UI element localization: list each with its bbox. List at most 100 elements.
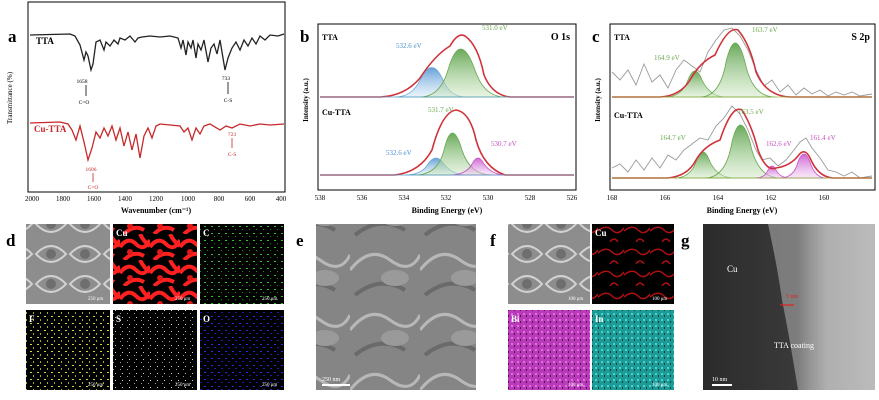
o1s-tick: 536 <box>357 194 368 202</box>
ftir-tick: 2000 <box>25 195 40 203</box>
eds-f-scale: 100 μm <box>568 383 583 388</box>
panel-f: f Cu Bi In 100 μm 100 μm 100 μm 100 μm <box>490 224 674 390</box>
panel-b-xlabel: Binding Energy (eV) <box>412 206 483 215</box>
tem-g-scale: 10 nm <box>712 377 728 383</box>
eds-label-s: S <box>116 314 121 324</box>
eds-f-scale: 100 μm <box>568 297 583 302</box>
panel-b: b Intensity (a.u.) O 1s TTA 532.6 eV 531… <box>300 23 578 215</box>
tem-g-coating-region <box>768 224 875 390</box>
s2p-cutta-envelope <box>612 108 872 179</box>
o1s-tick: 534 <box>399 194 410 202</box>
panel-d-labels: Cu C F S O <box>29 228 210 324</box>
panel-c-xlabel: Binding Energy (eV) <box>707 206 778 215</box>
o1s-tick: 526 <box>567 194 578 202</box>
eds-d-o-map <box>200 310 284 390</box>
s2p-label-tta: TTA <box>614 33 630 42</box>
eds-f-bi-map <box>508 310 590 390</box>
eds-label-c: C <box>203 228 210 238</box>
panel-letter-g: g <box>681 231 690 250</box>
s2p-tick: 168 <box>607 194 618 202</box>
s2p-cutta-peak-label-1: 164.7 eV <box>660 134 686 142</box>
ftir-tick: 400 <box>276 195 287 203</box>
s2p-cutta-peak-163-5 <box>704 124 781 179</box>
eds-scale: 250 μm <box>175 297 190 302</box>
panel-c-title: S 2p <box>851 32 870 43</box>
eds-scale: 250 μm <box>262 383 277 388</box>
eds-scale: 250 μm <box>88 383 103 388</box>
eds-scale: 250 μm <box>175 383 190 388</box>
panel-b-title: O 1s <box>551 32 570 43</box>
panel-c-ticks: 168 166 164 162 160 <box>607 194 830 202</box>
panel-letter-a: a <box>8 27 17 46</box>
ftir-annot-co-1: C=O <box>79 100 90 106</box>
tem-g-scalebar <box>712 384 732 386</box>
eds-label-f: F <box>29 314 35 324</box>
tta-ftir-line <box>29 33 285 73</box>
ftir-tick: 600 <box>245 195 256 203</box>
s2p-cutta-peak-label-4: 161.4 eV <box>810 134 836 142</box>
panel-letter-e: e <box>296 231 304 250</box>
sem-e-scale: 250 nm <box>322 377 341 383</box>
sem-e-scalebar <box>322 384 350 386</box>
eds-d-s-map <box>113 310 197 390</box>
o1s-label-cu-tta: Cu-TTA <box>322 108 351 117</box>
s2p-cutta-peak-162-6 <box>754 165 791 179</box>
eds-f-in-map <box>592 310 674 390</box>
s2p-tick: 162 <box>766 194 777 202</box>
eds-d-f-map <box>26 310 110 390</box>
panel-c-frame <box>609 23 876 191</box>
eds-f-cu-map <box>592 224 674 304</box>
s2p-tick: 166 <box>660 194 671 202</box>
ftir-tick: 1200 <box>149 195 164 203</box>
panel-a-ticks: 2000 1800 1600 1400 1200 1000 800 600 40… <box>25 195 287 203</box>
cu-tta-ftir-line <box>29 121 285 163</box>
panel-c-ylabel: Intensity (a.u.) <box>594 77 602 121</box>
s2p-cutta-raw <box>611 105 873 179</box>
ftir-tick: 1000 <box>181 195 196 203</box>
panel-f-labels: Cu Bi In <box>511 228 607 324</box>
s2p-tta-envelope <box>612 28 872 98</box>
ftir-tick: 1600 <box>87 195 102 203</box>
o1s-cutta-peak-530-7 <box>449 157 507 176</box>
ftir-annot-1606: 1606 <box>86 167 97 173</box>
ftir-tick: 1400 <box>118 195 133 203</box>
o1s-tick: 538 <box>315 194 326 202</box>
eds-label-cu: Cu <box>116 228 128 238</box>
panel-b-ylabel: Intensity (a.u.) <box>302 77 310 121</box>
panel-a: a Transmittance (%) TTA Cu-TTA 1658 C=O … <box>6 1 287 215</box>
ftir-label-tta: TTA <box>36 36 54 46</box>
panel-b-frame <box>317 23 577 191</box>
panel-a-frame <box>27 1 286 193</box>
o1s-tick: 530 <box>483 194 494 202</box>
o1s-cutta-peak-label-1: 531.7 eV <box>428 106 454 114</box>
ftir-annot-co-2: C=O <box>88 185 99 191</box>
panel-a-ylabel: Transmittance (%) <box>6 71 14 124</box>
tem-g-thickness: 5 nm <box>786 294 799 300</box>
s2p-tick: 160 <box>819 194 830 202</box>
panel-letter-b: b <box>300 27 309 46</box>
panel-e: e 250 nm <box>296 224 476 390</box>
o1s-label-tta: TTA <box>322 33 338 42</box>
ftir-tick: 1800 <box>56 195 71 203</box>
eds-f-scale: 100 μm <box>652 297 667 302</box>
tem-g-coating-label: TTA coating <box>774 341 814 350</box>
panel-b-ticks: 538 536 534 532 530 528 526 <box>315 194 578 202</box>
panel-letter-d: d <box>6 231 16 250</box>
panel-letter-f: f <box>490 231 496 250</box>
o1s-tta-peak-label-1: 532.6 eV <box>396 42 422 50</box>
panel-d-scales: 250 μm 250 μm 250 μm 250 μm 250 μm 250 μ… <box>88 297 277 388</box>
o1s-tta-envelope <box>320 34 574 98</box>
ftir-annot-cs-2: C-S <box>228 152 237 158</box>
o1s-cutta-peak-label-3: 530.7 eV <box>491 140 517 148</box>
eds-d-c-map <box>200 224 284 304</box>
panel-a-xlabel: Wavenumber (cm⁻¹) <box>121 206 192 215</box>
o1s-cutta-envelope <box>320 109 574 176</box>
s2p-tta-peak-163-7 <box>699 42 776 98</box>
panel-letter-c: c <box>592 27 600 46</box>
ftir-annot-723: 723 <box>228 132 237 138</box>
s2p-tick: 164 <box>713 194 724 202</box>
o1s-tick: 532 <box>441 194 452 202</box>
eds-f-label-in: In <box>595 314 604 324</box>
